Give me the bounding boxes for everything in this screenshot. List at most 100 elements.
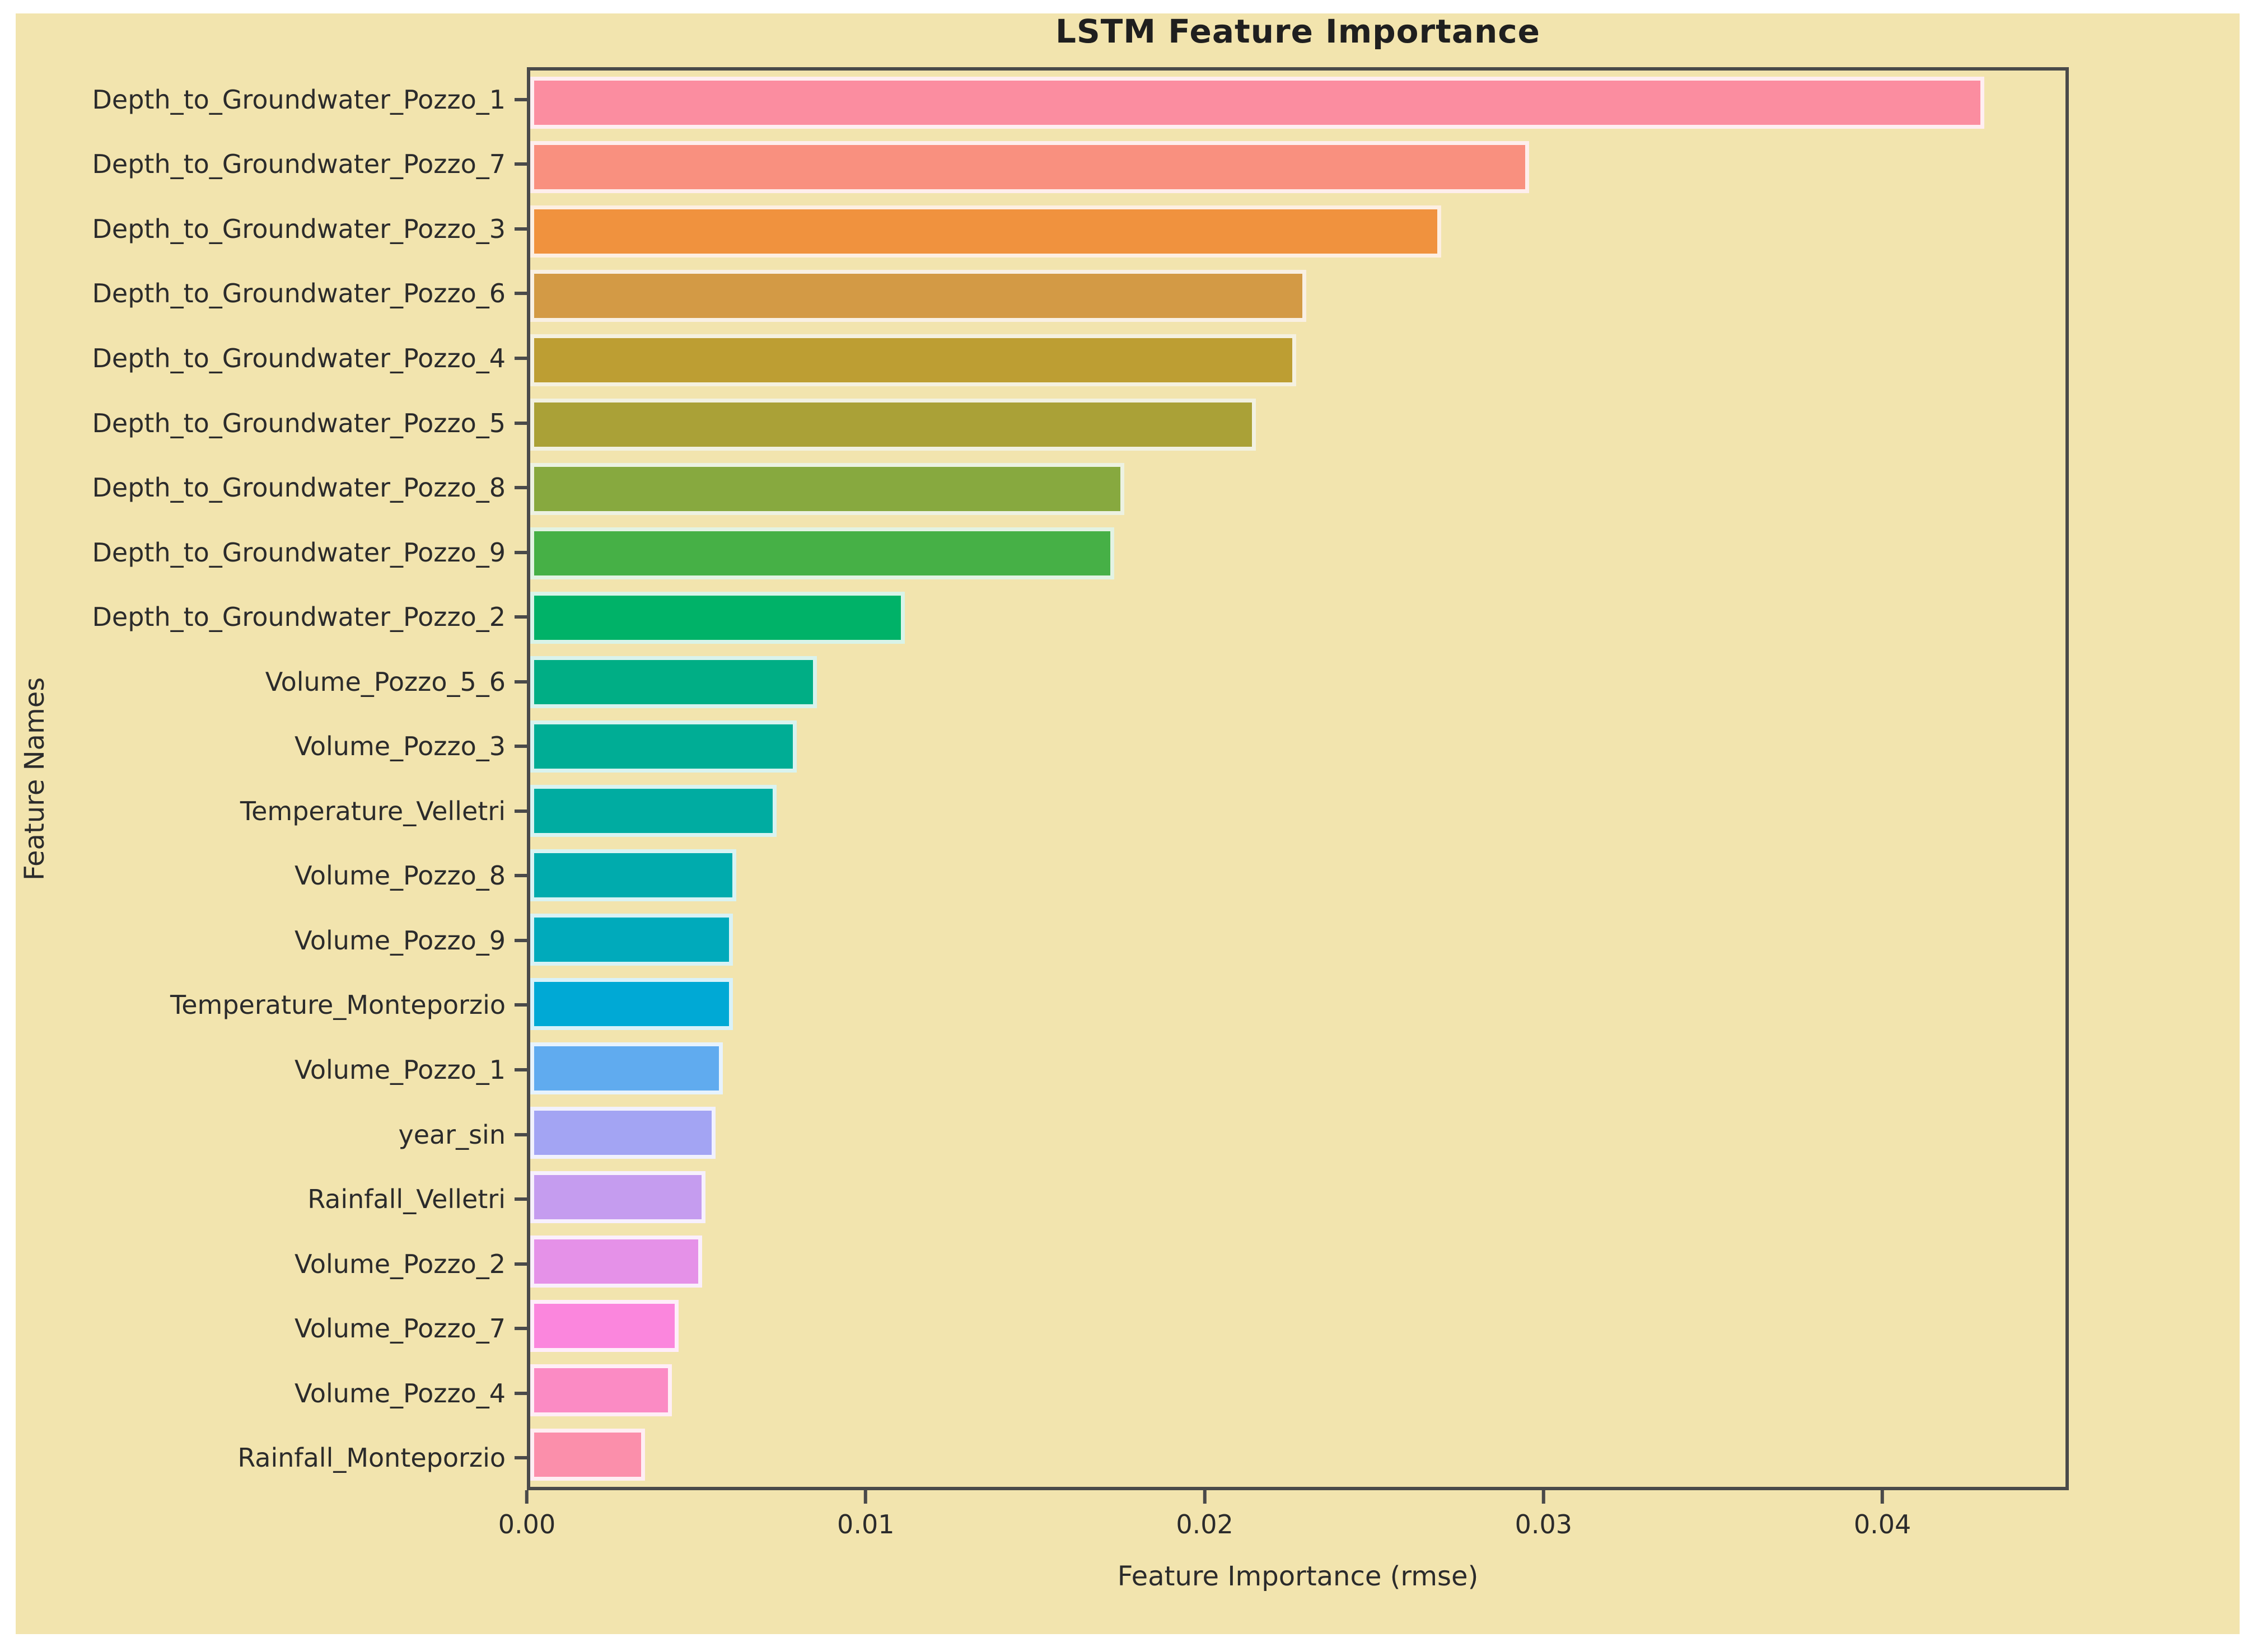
bar-row [530, 264, 2065, 328]
x-tick-mark [1203, 1490, 1207, 1504]
y-tick-mark [515, 1262, 527, 1266]
y-tick: Depth_to_Groundwater_Pozzo_6 [0, 261, 527, 326]
bar-row [530, 1036, 2065, 1101]
bar-Depth_to_Groundwater_Pozzo_3 [530, 205, 1442, 258]
x-tick: 0.02 [1176, 1490, 1233, 1539]
bar-row [530, 650, 2065, 714]
y-tick: Volume_Pozzo_8 [0, 844, 527, 909]
y-tick-label: Depth_to_Groundwater_Pozzo_7 [92, 149, 506, 180]
x-tick-label: 0.00 [498, 1509, 556, 1539]
x-tick-mark [1541, 1490, 1545, 1504]
x-tick: 0.03 [1515, 1490, 1572, 1539]
y-tick-mark [515, 874, 527, 878]
bar-Depth_to_Groundwater_Pozzo_4 [530, 334, 1296, 387]
y-tick-mark [515, 1132, 527, 1136]
y-tick: Volume_Pozzo_1 [0, 1037, 527, 1102]
y-tick: Depth_to_Groundwater_Pozzo_3 [0, 196, 527, 261]
bar-row [530, 972, 2065, 1036]
y-tick: Rainfall_Monteporzio [0, 1425, 527, 1490]
y-tick-label: Volume_Pozzo_1 [294, 1054, 506, 1085]
y-tick: Depth_to_Groundwater_Pozzo_2 [0, 584, 527, 649]
bar-row [530, 71, 2065, 135]
y-tick: Depth_to_Groundwater_Pozzo_9 [0, 520, 527, 585]
bar-Depth_to_Groundwater_Pozzo_8 [530, 462, 1124, 516]
y-tick-mark [515, 550, 527, 554]
bar-Depth_to_Groundwater_Pozzo_5 [530, 398, 1256, 451]
y-tick-mark [515, 356, 527, 360]
bar-Volume_Pozzo_2 [530, 1235, 703, 1288]
y-tick-label: year_sin [398, 1119, 506, 1150]
bar-row [530, 328, 2065, 392]
y-tick-label: Volume_Pozzo_3 [294, 731, 506, 762]
bar-Volume_Pozzo_8 [530, 849, 736, 902]
x-tick-label: 0.01 [837, 1509, 895, 1539]
y-tick: Temperature_Velletri [0, 779, 527, 844]
y-tick: Volume_Pozzo_9 [0, 908, 527, 973]
y-tick-mark [515, 615, 527, 619]
x-tick: 0.01 [837, 1490, 894, 1539]
y-tick-mark [515, 292, 527, 296]
y-tick-label: Depth_to_Groundwater_Pozzo_2 [92, 602, 506, 633]
x-tick-mark [525, 1490, 529, 1504]
bar-Volume_Pozzo_7 [530, 1299, 679, 1353]
y-tick: Depth_to_Groundwater_Pozzo_5 [0, 391, 527, 456]
y-tick-label: Depth_to_Groundwater_Pozzo_3 [92, 213, 506, 244]
plot-area [527, 67, 2069, 1490]
y-tick-label: Temperature_Monteporzio [170, 990, 506, 1021]
y-tick: Rainfall_Velletri [0, 1167, 527, 1232]
y-tick-mark [515, 227, 527, 231]
bar-row [530, 907, 2065, 972]
bar-Temperature_Velletri [530, 784, 777, 837]
y-tick-mark [515, 97, 527, 101]
x-tick-mark [1881, 1490, 1885, 1504]
y-tick: Volume_Pozzo_7 [0, 1296, 527, 1361]
y-tick-mark [515, 421, 527, 425]
y-tick-mark [515, 1003, 527, 1007]
bar-row [530, 199, 2065, 264]
y-tick-labels: Depth_to_Groundwater_Pozzo_1 Depth_to_Gro… [0, 67, 527, 1490]
y-tick-label: Temperature_Velletri [240, 795, 506, 826]
bar-row [530, 1165, 2065, 1229]
y-tick-label: Volume_Pozzo_8 [294, 860, 506, 891]
y-tick-mark [515, 1327, 527, 1331]
y-tick-label: Volume_Pozzo_5_6 [265, 666, 506, 697]
x-tick-label: 0.03 [1515, 1509, 1573, 1539]
y-tick-label: Rainfall_Velletri [307, 1184, 506, 1215]
x-ticks: 0.00 0.01 0.02 0.03 0.04 [498, 1490, 2069, 1563]
y-tick-mark [515, 680, 527, 684]
y-tick-mark [515, 809, 527, 813]
y-tick-mark [515, 1456, 527, 1460]
y-tick-mark [515, 938, 527, 942]
y-tick-label: Depth_to_Groundwater_Pozzo_8 [92, 472, 506, 503]
bar-row [530, 521, 2065, 586]
y-tick: year_sin [0, 1102, 527, 1167]
bar-row [530, 1294, 2065, 1358]
y-tick-label: Depth_to_Groundwater_Pozzo_1 [92, 84, 506, 115]
bar-Volume_Pozzo_4 [530, 1364, 672, 1417]
y-tick-mark [515, 1391, 527, 1395]
y-tick-label: Volume_Pozzo_4 [294, 1378, 506, 1408]
y-tick-label: Volume_Pozzo_7 [294, 1313, 506, 1344]
y-tick: Depth_to_Groundwater_Pozzo_1 [0, 67, 527, 132]
bar-Temperature_Monteporzio [530, 977, 733, 1031]
y-tick-label: Volume_Pozzo_2 [294, 1248, 506, 1279]
bar-Volume_Pozzo_9 [530, 913, 733, 966]
bar-Depth_to_Groundwater_Pozzo_2 [530, 591, 905, 644]
chart-title: LSTM Feature Importance [1055, 12, 1540, 50]
y-tick: Depth_to_Groundwater_Pozzo_4 [0, 326, 527, 391]
bar-row [530, 135, 2065, 199]
bar-row [530, 779, 2065, 843]
y-tick-label: Volume_Pozzo_9 [294, 925, 506, 956]
y-tick: Volume_Pozzo_4 [0, 1361, 527, 1426]
bar-Volume_Pozzo_1 [530, 1042, 723, 1095]
x-tick-label: 0.02 [1176, 1509, 1233, 1539]
bar-row [530, 392, 2065, 457]
x-axis-label: Feature Importance (rmse) [1117, 1561, 1479, 1592]
bar-row [530, 1358, 2065, 1422]
bar-row [530, 714, 2065, 779]
y-tick-label: Depth_to_Groundwater_Pozzo_6 [92, 278, 506, 309]
bar-Rainfall_Velletri [530, 1171, 706, 1224]
x-tick-mark [864, 1490, 868, 1504]
y-tick-label: Rainfall_Monteporzio [237, 1443, 506, 1473]
